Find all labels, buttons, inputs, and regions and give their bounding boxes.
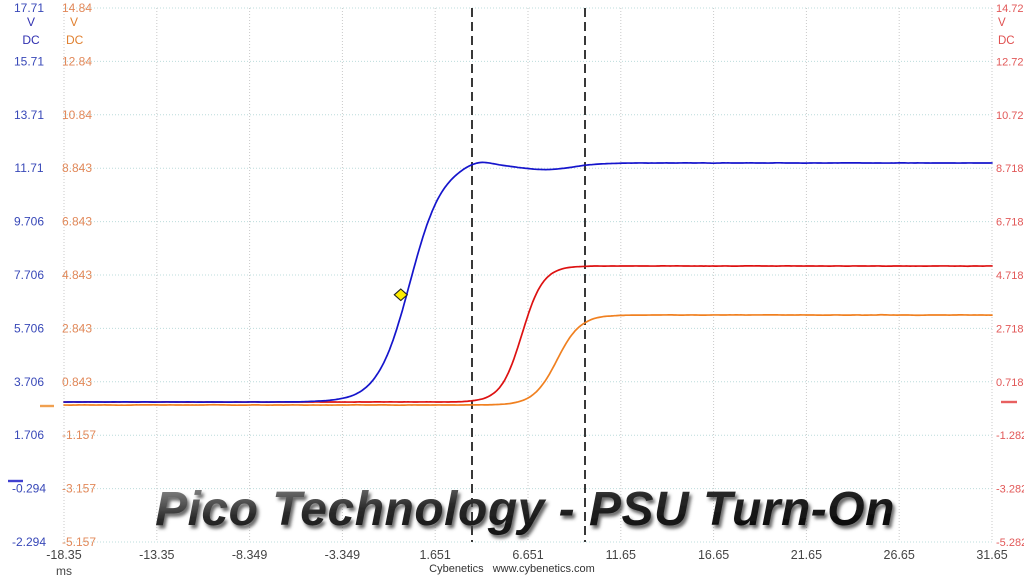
svg-text:DC: DC	[22, 33, 40, 47]
svg-text:-5.157: -5.157	[62, 535, 96, 549]
svg-text:DC: DC	[66, 33, 84, 47]
svg-text:10.84: 10.84	[62, 108, 92, 122]
svg-text:0.718: 0.718	[996, 377, 1024, 389]
svg-text:3.706: 3.706	[14, 375, 44, 389]
svg-text:5.706: 5.706	[14, 321, 44, 335]
svg-text:4.843: 4.843	[62, 268, 92, 282]
svg-text:7.706: 7.706	[14, 268, 44, 282]
svg-text:15.71: 15.71	[14, 54, 44, 68]
svg-text:14.84: 14.84	[62, 1, 92, 15]
svg-text:6.718: 6.718	[996, 217, 1024, 229]
svg-text:12.84: 12.84	[62, 54, 92, 68]
svg-text:6.651: 6.651	[512, 548, 543, 562]
svg-text:-1.282: -1.282	[996, 430, 1024, 442]
svg-text:0.843: 0.843	[62, 375, 92, 389]
svg-text:16.65: 16.65	[698, 548, 729, 562]
svg-text:DC: DC	[998, 35, 1015, 47]
svg-text:14.72: 14.72	[996, 3, 1024, 15]
svg-text:2.718: 2.718	[996, 323, 1024, 335]
svg-text:6.843: 6.843	[62, 215, 92, 229]
svg-text:12.72: 12.72	[996, 56, 1024, 68]
svg-text:-8.349: -8.349	[232, 548, 267, 562]
svg-text:Pico Technology - PSU Turn-On: Pico Technology - PSU Turn-On	[155, 483, 895, 536]
svg-text:-3.282: -3.282	[996, 484, 1024, 496]
svg-text:1.706: 1.706	[14, 428, 44, 442]
svg-text:13.71: 13.71	[14, 108, 44, 122]
svg-text:10.72: 10.72	[996, 110, 1024, 122]
svg-text:V: V	[998, 17, 1006, 29]
svg-text:V: V	[27, 15, 35, 29]
svg-text:2.843: 2.843	[62, 321, 92, 335]
svg-text:V: V	[70, 15, 78, 29]
svg-text:-13.35: -13.35	[139, 548, 174, 562]
svg-text:-0.294: -0.294	[12, 482, 46, 496]
svg-text:4.718: 4.718	[996, 270, 1024, 282]
svg-text:11.65: 11.65	[606, 548, 636, 562]
svg-text:21.65: 21.65	[791, 548, 822, 562]
svg-text:-3.349: -3.349	[325, 548, 360, 562]
svg-text:8.843: 8.843	[62, 161, 92, 175]
svg-text:-3.157: -3.157	[62, 482, 96, 496]
svg-text:-18.35: -18.35	[46, 548, 81, 562]
svg-text:8.718: 8.718	[996, 163, 1024, 175]
svg-text:9.706: 9.706	[14, 215, 44, 229]
svg-text:1.651: 1.651	[420, 548, 451, 562]
svg-text:-2.294: -2.294	[12, 535, 46, 549]
svg-text:17.71: 17.71	[14, 1, 44, 15]
svg-text:-1.157: -1.157	[62, 428, 96, 442]
svg-text:11.71: 11.71	[14, 161, 43, 175]
svg-text:26.65: 26.65	[884, 548, 915, 562]
svg-text:31.65: 31.65	[976, 548, 1007, 562]
